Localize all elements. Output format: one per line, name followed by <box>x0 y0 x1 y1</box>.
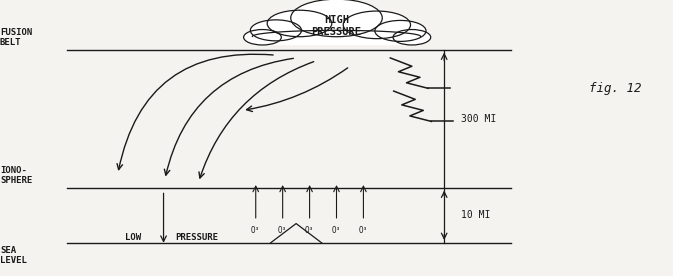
Text: O³: O³ <box>359 225 368 235</box>
Circle shape <box>291 0 382 37</box>
Circle shape <box>267 10 332 37</box>
Text: 10 MI: 10 MI <box>461 210 491 220</box>
Circle shape <box>343 11 411 39</box>
Text: HIGH
PRESSURE: HIGH PRESSURE <box>312 15 361 38</box>
Text: O³: O³ <box>251 225 260 235</box>
Text: SEA
LEVEL: SEA LEVEL <box>0 246 27 265</box>
Circle shape <box>250 20 302 41</box>
Text: PRESSURE: PRESSURE <box>175 232 218 242</box>
Text: O³: O³ <box>278 225 287 235</box>
FancyBboxPatch shape <box>252 29 421 44</box>
Text: LOW: LOW <box>125 232 141 242</box>
Text: FUSION
BELT: FUSION BELT <box>0 28 32 47</box>
Text: IONO-
SPHERE: IONO- SPHERE <box>0 166 32 185</box>
Text: O³: O³ <box>305 225 314 235</box>
Circle shape <box>393 30 431 45</box>
Text: O³: O³ <box>332 225 341 235</box>
Circle shape <box>375 20 426 41</box>
Text: 300 MI: 300 MI <box>461 114 496 124</box>
Text: fig. 12: fig. 12 <box>589 82 641 95</box>
Circle shape <box>244 30 281 45</box>
